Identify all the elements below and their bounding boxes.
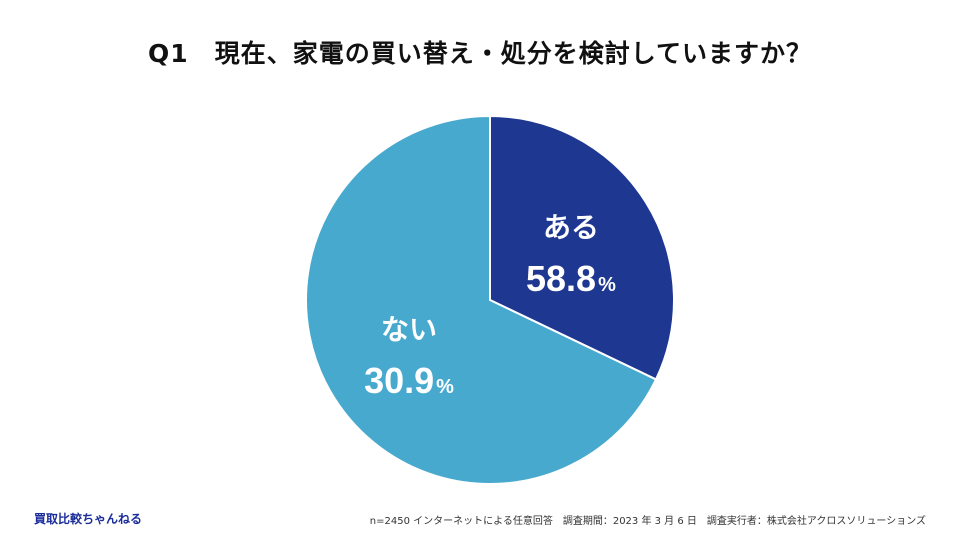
- question-text: 現在、家電の買い替え・処分を検討していますか？: [214, 39, 812, 68]
- survey-note: n=2450 インターネットによる任意回答 調査期間：2023 年 3 月 6 …: [369, 516, 926, 527]
- slice-label-1: ある: [543, 211, 599, 244]
- brand-name: 買取比較ちゃんねる: [34, 512, 143, 526]
- slice-value-2: 30.9%: [364, 360, 454, 401]
- pie-slice-2: [305, 114, 658, 485]
- slice-label-2: ない: [381, 313, 437, 346]
- question-number: Q1: [148, 39, 189, 68]
- chart-title: Q1 現在、家電の買い替え・処分を検討していますか？: [0, 34, 960, 70]
- pie-slice-1: [489, 114, 675, 381]
- slice-value-1: 58.8%: [526, 258, 616, 299]
